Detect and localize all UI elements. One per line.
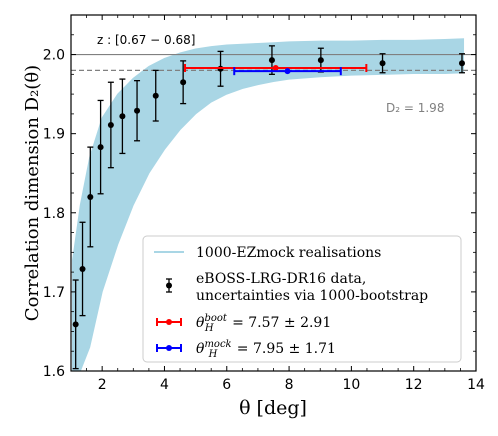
data-marker [107, 121, 114, 128]
data-point [458, 53, 465, 74]
data-point [119, 78, 126, 155]
data-marker [97, 144, 104, 151]
data-marker [458, 60, 465, 67]
redshift-annotation: z : [0.67 − 0.68] [97, 33, 195, 47]
estimate-marker [284, 68, 291, 75]
y-tick-label: 1.8 [43, 206, 65, 222]
data-marker [317, 57, 324, 64]
legend-mock-estimate-label: θmock H = 7.95 ± 1.71 [196, 339, 336, 360]
x-axis-label: θ [deg] [239, 397, 307, 419]
y-axis-label: Correlation dimension D₂(θ) [22, 65, 43, 321]
y-tick-label: 1.7 [43, 285, 65, 301]
data-point [87, 146, 94, 248]
legend-mock-label: 1000-EZmock realisations [196, 245, 381, 261]
x-tick-label: 10 [342, 377, 360, 393]
data-marker [268, 57, 275, 64]
legend-boot-label: θboot H = 7.57 ± 2.91 [196, 313, 331, 334]
data-marker [72, 321, 79, 328]
x-tick-label: 8 [285, 377, 294, 393]
legend-boot-swatch [156, 318, 182, 326]
data-marker [134, 107, 141, 114]
estimate-1 [233, 67, 342, 76]
estimate-marker [272, 65, 279, 72]
data-point [134, 80, 141, 142]
data-marker [119, 113, 126, 120]
data-point [79, 221, 86, 317]
y-tick-label: 1.9 [43, 127, 65, 143]
data-marker [152, 92, 159, 99]
legend-frame [142, 235, 462, 363]
x-tick-label: 14 [467, 377, 485, 393]
x-tick-label: 12 [405, 377, 423, 393]
data-marker [180, 79, 187, 86]
reference-line-label: D₂ = 1.98 [386, 101, 444, 115]
x-tick-label: 2 [98, 377, 107, 393]
data-point [180, 60, 187, 105]
data-point [379, 53, 386, 74]
y-tick-label: 1.6 [43, 364, 65, 380]
legend: 1000-EZmock realisations eBOSS-LRG-DR16 … [142, 235, 462, 363]
legend-data-label-line2: uncertainties via 1000-bootstrap [196, 288, 428, 304]
data-point [152, 69, 159, 122]
x-tick-label: 6 [222, 377, 231, 393]
x-tick-label: 4 [160, 377, 169, 393]
data-series-layer [72, 45, 465, 370]
data-point [268, 45, 275, 75]
estimates-layer [184, 64, 368, 76]
y-tick-label: 2.0 [43, 48, 65, 64]
data-point [72, 279, 79, 370]
data-point [97, 99, 104, 195]
estimate-0 [184, 64, 368, 73]
axis-ticks-layer: 2 4 6 8 10 12 14 1.6 1.7 1.8 1.9 2.0 [43, 14, 485, 393]
legend-data-label-line1: eBOSS-LRG-DR16 data, [196, 271, 366, 287]
data-point [107, 81, 114, 169]
data-marker [87, 193, 94, 200]
data-marker [379, 60, 386, 67]
legend-mock-estimate-swatch [156, 344, 182, 352]
data-marker [79, 265, 86, 272]
legend-data-swatch [166, 278, 172, 293]
